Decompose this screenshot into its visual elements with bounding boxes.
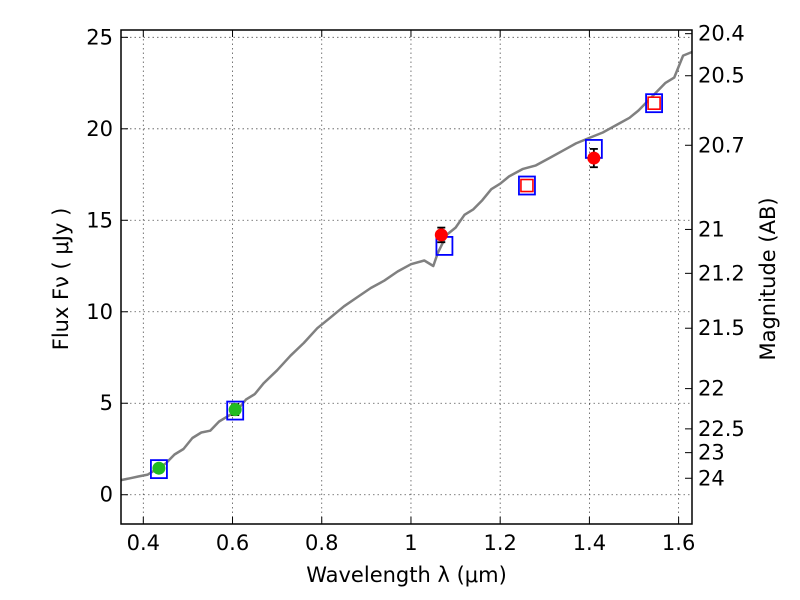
y-tick-label: 20 (86, 117, 113, 141)
observed-flux-point (434, 228, 448, 242)
limit-marker (520, 178, 534, 193)
y2-tick-label: 23 (698, 441, 725, 465)
y-tick-label: 5 (100, 391, 113, 415)
model-flux-marker (518, 175, 536, 196)
y2-tick-label: 21.5 (698, 316, 745, 340)
x-tick-label: 1.2 (483, 531, 516, 555)
x-axis-label: Wavelength λ (μm) (306, 563, 507, 587)
x-tick-label: 0.6 (216, 531, 249, 555)
y2-tick-label: 20.4 (698, 22, 745, 46)
model-flux-marker (226, 400, 245, 421)
y2-tick-label: 21 (698, 217, 725, 241)
spectrum-line (120, 50, 693, 482)
model-flux-marker (645, 93, 663, 114)
y2-tick-label: 22.5 (698, 417, 745, 441)
x-tick-label: 0.8 (305, 531, 338, 555)
limit-marker (647, 96, 661, 110)
ticks: 0.4 0.6 0.8 1 1.2 1.4 1.6 0 5 10 15 20 25 20.4 20.5 20.… (86, 22, 745, 555)
y-axis-label: Flux Fν ( μJy ) (49, 208, 73, 351)
y-tick-label: 0 (100, 483, 113, 507)
y2-tick-label: 20.5 (698, 64, 745, 88)
grid (121, 30, 692, 524)
x-tick-label: 1 (404, 531, 417, 555)
y2-tick-label: 24 (698, 466, 725, 490)
y2-axis-label: Magnitude (AB) (756, 197, 780, 360)
observed-flux-point (152, 461, 166, 475)
y-tick-label: 25 (86, 25, 113, 49)
observed-flux-point (587, 151, 601, 165)
model-flux-marker (150, 459, 168, 480)
x-tick-label: 1.6 (662, 531, 695, 555)
y2-tick-label: 20.7 (698, 133, 745, 157)
x-tick-label: 0.4 (127, 531, 160, 555)
y2-tick-label: 21.2 (698, 261, 745, 285)
observed-flux-point (228, 403, 242, 417)
series-layer (120, 50, 693, 482)
y-tick-label: 10 (86, 300, 113, 324)
y2-tick-label: 22 (698, 377, 725, 401)
plot-frame (120, 29, 693, 525)
y-tick-label: 15 (86, 208, 113, 232)
x-tick-label: 1.4 (573, 531, 606, 555)
